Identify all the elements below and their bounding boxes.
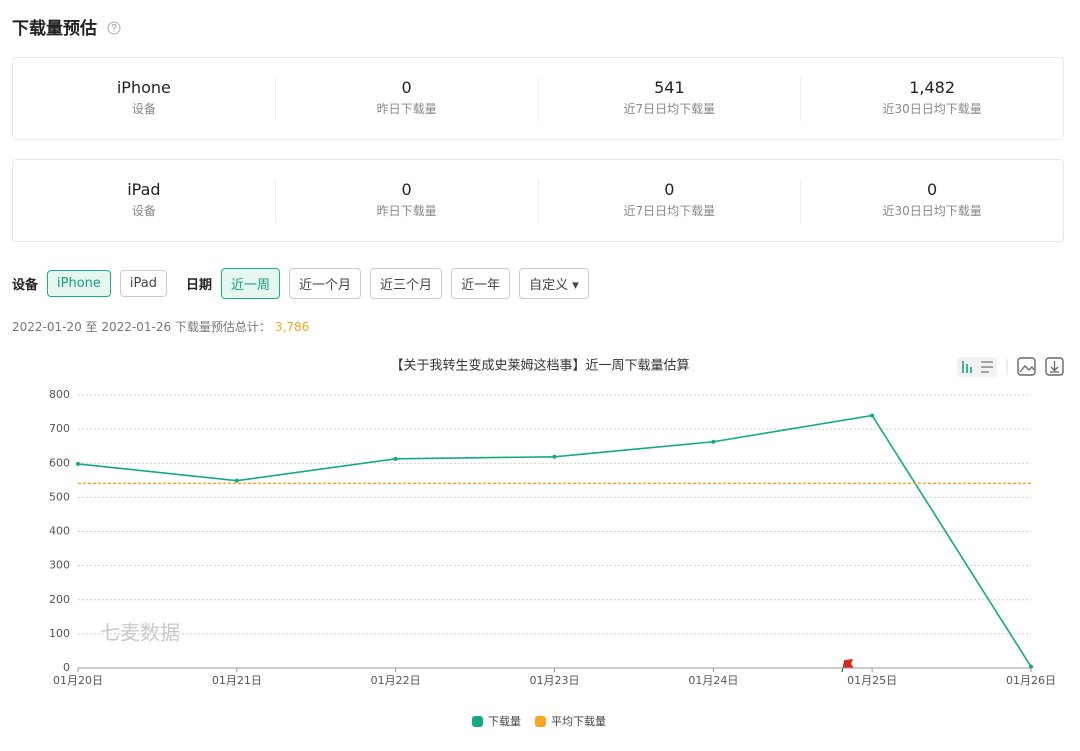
title-text: 下载量预估 [12, 19, 97, 39]
stat-cell: 0 近30日日均下载量 [800, 178, 1063, 223]
help-icon[interactable] [107, 21, 121, 35]
y-tick-label: 400 [49, 525, 70, 538]
stat-cell: 0 昨日下载量 [274, 76, 538, 121]
stat-cell: iPhone 设备 [13, 77, 275, 121]
data-point [552, 454, 557, 459]
stat-cell: 541 近7日日均下载量 [537, 76, 801, 121]
event-flag[interactable] [841, 659, 854, 673]
stat-cell: 1,482 近30日日均下载量 [800, 76, 1063, 121]
stat-value: 0 [927, 179, 938, 199]
stat-label: 近30日日均下载量 [882, 203, 982, 218]
watermark: 七麦数据 [100, 621, 180, 645]
stat-label: 近7日日均下载量 [623, 203, 716, 218]
stat-value: iPad [127, 179, 161, 199]
stat-label: 近7日日均下载量 [623, 101, 716, 116]
data-point [870, 413, 875, 418]
series-line [77, 414, 1032, 668]
page-title: 下载量预估 [12, 14, 121, 39]
stat-cell: 0 近7日日均下载量 [537, 178, 801, 223]
stat-label: 昨日下载量 [376, 203, 437, 218]
stat-label: 昨日下载量 [376, 101, 437, 116]
y-tick-label: 200 [49, 593, 70, 606]
stat-label: 设备 [131, 101, 156, 116]
stat-cell: 0 昨日下载量 [274, 178, 538, 223]
x-tick-label: 01月23日 [530, 674, 580, 687]
summary-text: 2022-01-20 至 2022-01-26 下载量预估总计： [12, 320, 271, 334]
range-button[interactable]: 近一年 [451, 268, 511, 299]
x-tick-label: 01月26日 [1006, 674, 1056, 687]
stat-value: iPhone [116, 77, 171, 97]
range-button[interactable]: 近三个月 [370, 268, 443, 299]
legend-label: 平均下载量 [551, 715, 606, 728]
filter-label: 设备 [12, 278, 39, 293]
stat-value: 0 [401, 77, 412, 97]
summary: 2022-01-20 至 2022-01-26 下载量预估总计： 3,786 [12, 318, 309, 335]
y-tick-label: 300 [49, 559, 70, 572]
y-tick-label: 500 [49, 490, 70, 503]
data-point [1029, 664, 1033, 669]
legend-swatch [472, 716, 483, 727]
filter-label: 日期 [186, 278, 213, 293]
stat-card: iPad 设备 0 昨日下载量 0 近7日日均下载量 0 近30日日均下载量 [12, 159, 1064, 242]
range-button[interactable]: 近一个月 [289, 268, 362, 299]
data-point [711, 439, 716, 444]
filter-bar: 设备 iPhone iPad 日期 近一周 近一个月 近三个月 近一年 自定义 ▾ [12, 268, 598, 299]
x-tick-label: 01月20日 [53, 674, 103, 687]
stat-cell: iPad 设备 [13, 179, 275, 223]
legend-label: 下载量 [488, 715, 521, 728]
x-tick-label: 01月22日 [371, 674, 421, 687]
x-tick-label: 01月25日 [847, 674, 897, 687]
stat-value: 0 [664, 179, 675, 199]
range-button[interactable]: 自定义 ▾ [519, 268, 589, 299]
stat-card: iPhone 设备 0 昨日下载量 541 近7日日均下载量 1,482 近30日日均下载量 [12, 57, 1064, 140]
y-tick-label: 800 [49, 388, 70, 401]
chart-title: 【关于我转生变成史莱姆这档事】近一周下载量估算 [390, 358, 689, 374]
summary-total: 3,786 [274, 320, 310, 334]
x-tick-label: 01月24日 [688, 674, 738, 687]
chart: 【关于我转生变成史莱姆这档事】近一周下载量估算 七麦数据 0 100 200 300 4… [49, 357, 1064, 728]
data-point [393, 456, 398, 461]
y-tick-label: 700 [49, 422, 70, 435]
stat-label: 设备 [131, 203, 156, 218]
data-point [234, 478, 239, 483]
y-tick-label: 600 [49, 456, 70, 469]
x-tick-label: 01月21日 [212, 674, 262, 687]
stat-value: 0 [401, 179, 412, 199]
y-tick-label: 100 [49, 627, 70, 640]
chart-toolbar[interactable] [957, 357, 1064, 377]
data-point [76, 461, 80, 466]
stat-value: 1,482 [909, 77, 956, 97]
stat-label: 近30日日均下载量 [882, 101, 982, 116]
stat-value: 541 [654, 77, 685, 97]
range-button[interactable]: 近一周 [221, 268, 281, 299]
device-button[interactable]: iPhone [47, 270, 111, 297]
device-button[interactable]: iPad [119, 270, 167, 297]
y-tick-label: 0 [63, 661, 70, 674]
legend-swatch [535, 716, 546, 727]
